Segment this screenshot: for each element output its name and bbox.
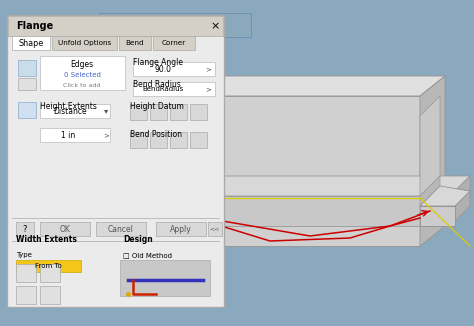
Text: Distance: Distance (53, 107, 87, 115)
Bar (40, 264, 60, 282)
Polygon shape (175, 116, 195, 226)
Text: 90.0: 90.0 (155, 65, 172, 73)
Text: Bend: Bend (126, 40, 144, 46)
Text: <<: << (210, 227, 220, 231)
Polygon shape (420, 76, 445, 246)
Bar (156, 222, 206, 236)
Bar (190, 132, 207, 148)
Text: Corner: Corner (162, 40, 186, 46)
Bar (18, 102, 36, 118)
Bar (208, 222, 222, 236)
Bar (130, 104, 147, 120)
Bar (133, 82, 215, 96)
Text: Bend Position: Bend Position (130, 130, 182, 139)
Text: Width Extents: Width Extents (16, 235, 77, 244)
Text: >: > (205, 86, 211, 92)
Text: OK: OK (60, 225, 71, 233)
Bar (12, 36, 50, 50)
Text: Type: Type (16, 252, 32, 258)
Polygon shape (160, 206, 195, 226)
Polygon shape (450, 176, 470, 226)
Bar (120, 260, 210, 296)
Text: □ Old Method: □ Old Method (123, 252, 172, 258)
Text: Flange: Flange (16, 21, 53, 31)
FancyBboxPatch shape (7, 15, 224, 307)
Bar (16, 260, 81, 272)
Text: Shape: Shape (18, 38, 44, 48)
Polygon shape (175, 96, 215, 116)
Bar (170, 132, 187, 148)
Bar (133, 62, 215, 76)
Bar (18, 78, 36, 90)
Text: Height Extents: Height Extents (40, 102, 97, 111)
Text: Click to add: Click to add (64, 83, 100, 88)
Bar (8, 16, 223, 36)
Bar (119, 36, 151, 50)
Text: ?: ? (23, 225, 27, 233)
Bar (18, 60, 36, 76)
Text: BendRadius: BendRadius (142, 86, 183, 92)
Bar (16, 286, 36, 304)
Bar (150, 104, 167, 120)
Bar (52, 36, 117, 50)
Bar (130, 132, 147, 148)
Text: >: > (103, 132, 109, 138)
Bar (40, 222, 90, 236)
Polygon shape (420, 96, 440, 196)
Polygon shape (420, 206, 455, 226)
Text: ◄ Select the: ◄ Select the (152, 21, 199, 29)
Text: Unfold Options: Unfold Options (58, 40, 111, 46)
Text: 1 in: 1 in (61, 130, 75, 140)
Bar (170, 104, 187, 120)
Bar (16, 264, 36, 282)
Text: Height Datum: Height Datum (130, 102, 184, 111)
Polygon shape (420, 186, 470, 206)
Polygon shape (160, 186, 215, 206)
Text: 0 Selected: 0 Selected (64, 72, 100, 78)
Polygon shape (195, 76, 445, 96)
Bar (190, 104, 207, 120)
Bar (153, 36, 195, 50)
Text: ×: × (210, 21, 219, 31)
Polygon shape (195, 96, 215, 196)
Text: Cancel: Cancel (108, 225, 134, 233)
Text: Apply: Apply (170, 225, 192, 233)
Text: Bend Radius: Bend Radius (133, 80, 181, 89)
Bar (40, 56, 125, 90)
Bar (40, 104, 110, 118)
Bar (40, 128, 110, 142)
Bar (40, 286, 60, 304)
Text: >: > (205, 66, 211, 72)
Text: From To: From To (35, 263, 61, 269)
Polygon shape (420, 176, 440, 226)
Polygon shape (160, 196, 450, 226)
Text: Design: Design (123, 235, 153, 244)
Polygon shape (195, 96, 420, 246)
Text: Edges: Edges (71, 60, 93, 69)
Text: ▾: ▾ (104, 107, 108, 115)
FancyBboxPatch shape (99, 13, 251, 37)
Text: Flange Angle: Flange Angle (133, 58, 183, 67)
Bar (96, 222, 146, 236)
Bar (150, 132, 167, 148)
Polygon shape (160, 176, 470, 196)
Bar (16, 222, 34, 236)
